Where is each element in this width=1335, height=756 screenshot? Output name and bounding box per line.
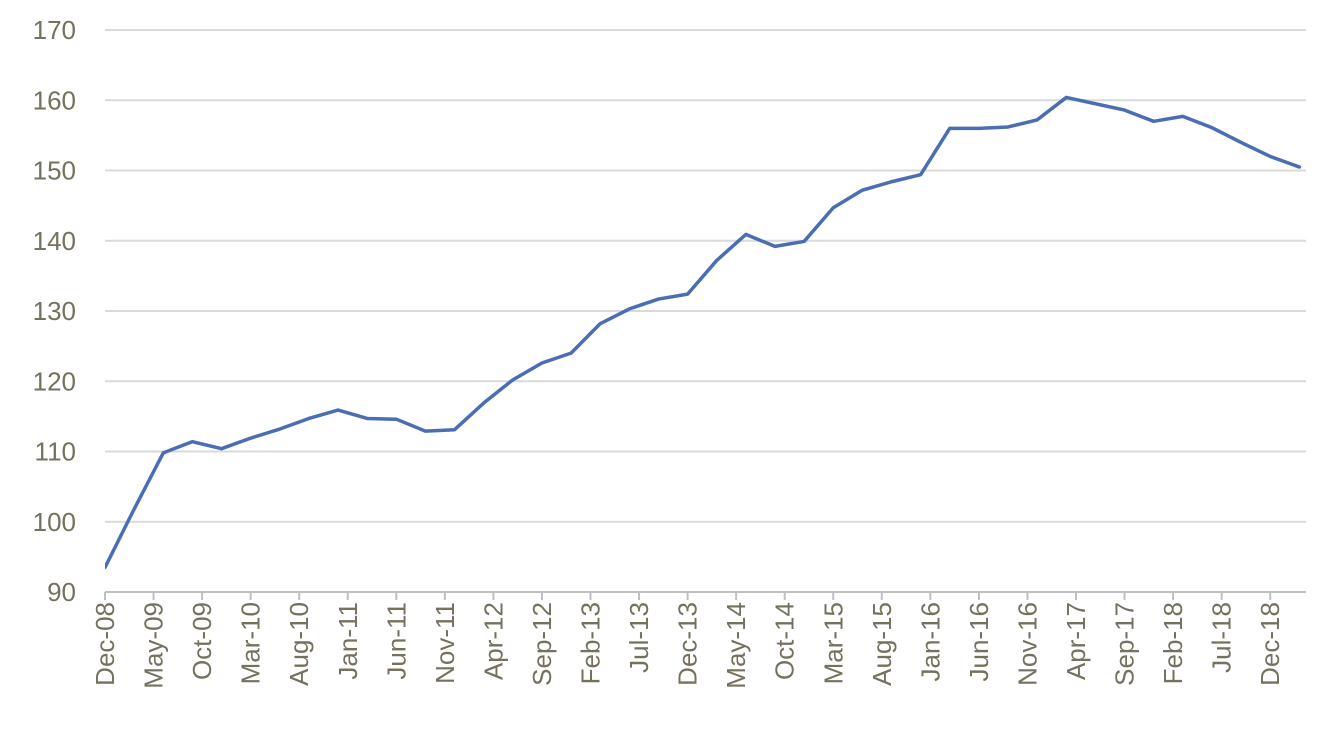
x-tick-label: Dec-13 — [673, 602, 703, 686]
x-axis: Dec-08 May-09 Oct-09 Mar-10 Aug-10 Jan-11 Jun-… — [90, 592, 1285, 689]
series-line — [105, 95, 1302, 570]
x-tick-label: Oct-14 — [770, 602, 800, 680]
x-tick-label: Feb-18 — [1158, 602, 1188, 684]
x-tick-label: Dec-08 — [90, 602, 120, 686]
x-tick-label: Nov-16 — [1012, 602, 1042, 686]
y-tick-label: 120 — [33, 366, 76, 396]
x-tick-label: Jun-11 — [381, 602, 411, 680]
x-tick-label: May-14 — [721, 602, 751, 689]
x-tick-label: Feb-13 — [576, 602, 606, 684]
y-tick-label: 90 — [47, 577, 76, 607]
y-tick-label: 110 — [35, 437, 76, 467]
x-tick-label: Jul-13 — [624, 602, 654, 673]
y-tick-label: 140 — [33, 226, 76, 256]
x-tick-label: Oct-09 — [187, 602, 217, 680]
gridlines — [105, 29, 1306, 593]
x-tick-label: Jul-18 — [1207, 602, 1237, 673]
y-tick-label: 160 — [33, 85, 76, 115]
y-axis-tick-labels: 90 100 110 120 130 140 150 160 170 — [33, 15, 76, 607]
x-tick-label: Apr-12 — [478, 602, 508, 680]
x-tick-label: Sep-17 — [1110, 602, 1140, 686]
x-tick-label: Sep-12 — [527, 602, 557, 686]
x-tick-label: Dec-18 — [1255, 602, 1285, 686]
x-tick-label: Mar-10 — [236, 602, 266, 684]
x-tick-label: Aug-15 — [867, 602, 897, 686]
x-tick-label: Nov-11 — [430, 602, 460, 684]
y-tick-label: 130 — [33, 296, 76, 326]
y-tick-label: 100 — [33, 507, 76, 537]
y-tick-label: 150 — [33, 156, 76, 186]
x-tick-label: Jan-16 — [915, 602, 945, 682]
x-tick-label: Apr-17 — [1061, 602, 1091, 680]
y-tick-label: 170 — [33, 15, 76, 45]
series-layer — [105, 95, 1302, 570]
x-tick-label: Aug-10 — [284, 602, 314, 686]
x-tick-label: May-09 — [139, 602, 169, 689]
x-tick-label: Jan-11 — [333, 602, 363, 680]
x-tick-label: Mar-15 — [818, 602, 848, 684]
x-tick-label: Jun-16 — [964, 602, 994, 682]
